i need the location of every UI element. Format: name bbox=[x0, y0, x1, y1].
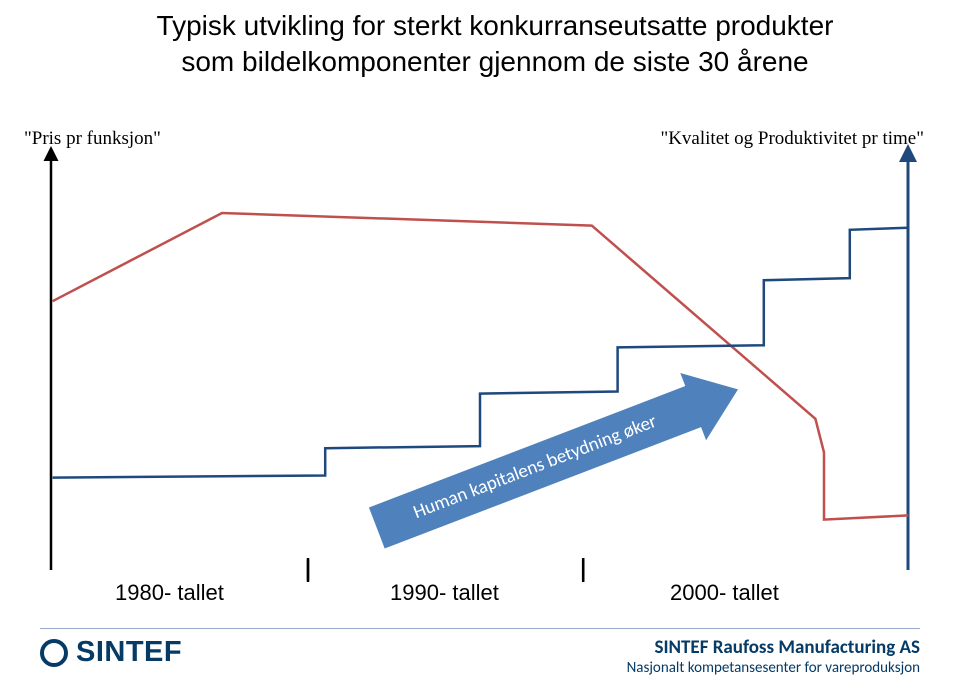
footer-brand-line2: Nasjonalt kompetansesenter for vareprodu… bbox=[627, 659, 920, 677]
footer-brand-line1: SINTEF Raufoss Manufacturing AS bbox=[627, 636, 920, 659]
sintef-logo-text: SINTEF bbox=[76, 636, 182, 669]
x-tick-label: 1980- tallet bbox=[115, 580, 224, 606]
sintef-logo-ring-icon bbox=[40, 639, 68, 667]
chart-plot bbox=[50, 150, 910, 570]
title-line-1: Typisk utvikling for sterkt konkurranseu… bbox=[157, 10, 834, 41]
y-right-axis-label: "Kvalitet og Produktivitet pr time" bbox=[660, 128, 924, 150]
x-tick-label: 2000- tallet bbox=[670, 580, 779, 606]
footer-separator bbox=[40, 628, 920, 629]
y-left-axis-label: "Pris pr funksjon" bbox=[24, 128, 161, 150]
title-line-2: som bildelkomponenter gjennom de siste 3… bbox=[181, 46, 808, 77]
x-tick-label: 1990- tallet bbox=[390, 580, 499, 606]
page-title: Typisk utvikling for sterkt konkurranseu… bbox=[60, 8, 930, 81]
sintef-logo: SINTEF bbox=[40, 636, 182, 669]
footer: SINTEF SINTEF Raufoss Manufacturing AS N… bbox=[40, 636, 920, 692]
